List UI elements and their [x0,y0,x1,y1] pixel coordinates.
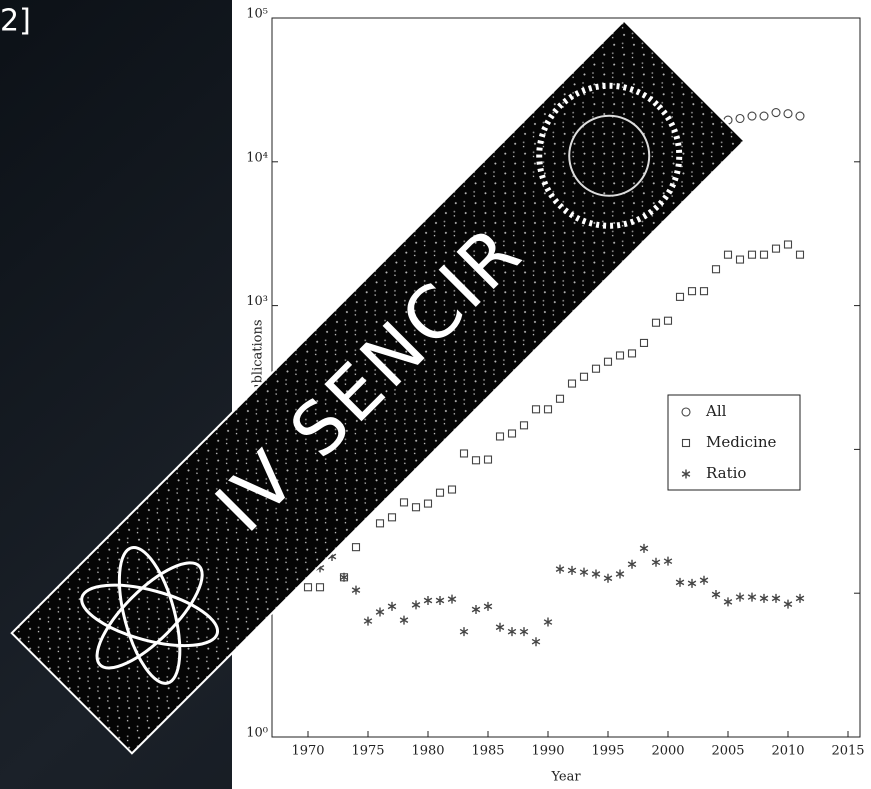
x-tick-label: 2010 [771,744,804,759]
legend-label: All [705,402,727,420]
page: {"corner_text": "2]", "banner_text": "IV… [0,0,871,789]
x-tick-label: 1995 [591,744,624,759]
legend-label: Ratio [706,464,746,482]
x-tick-label: 1985 [471,744,504,759]
x-tick-label: 1980 [411,744,444,759]
x-axis-label: Year [550,770,581,785]
x-tick-label: 1970 [291,744,324,759]
y-tick-label: 10⁴ [246,150,268,165]
legend-label: Medicine [706,433,776,451]
corner-text: 2] [0,4,31,39]
screen: 2] 1970 1975 1980 1985 1990 1995 2000 2005 2010 2… [0,0,871,789]
x-tick-label: 1990 [531,744,564,759]
x-tick-label: 2015 [831,744,864,759]
x-tick-label: 1975 [351,744,384,759]
y-tick-label: 10³ [246,294,268,309]
x-tick-label: 2000 [651,744,684,759]
y-tick-label: 10⁵ [246,7,268,22]
y-tick-label: 10⁰ [246,726,268,741]
x-tick-label: 2005 [711,744,744,759]
